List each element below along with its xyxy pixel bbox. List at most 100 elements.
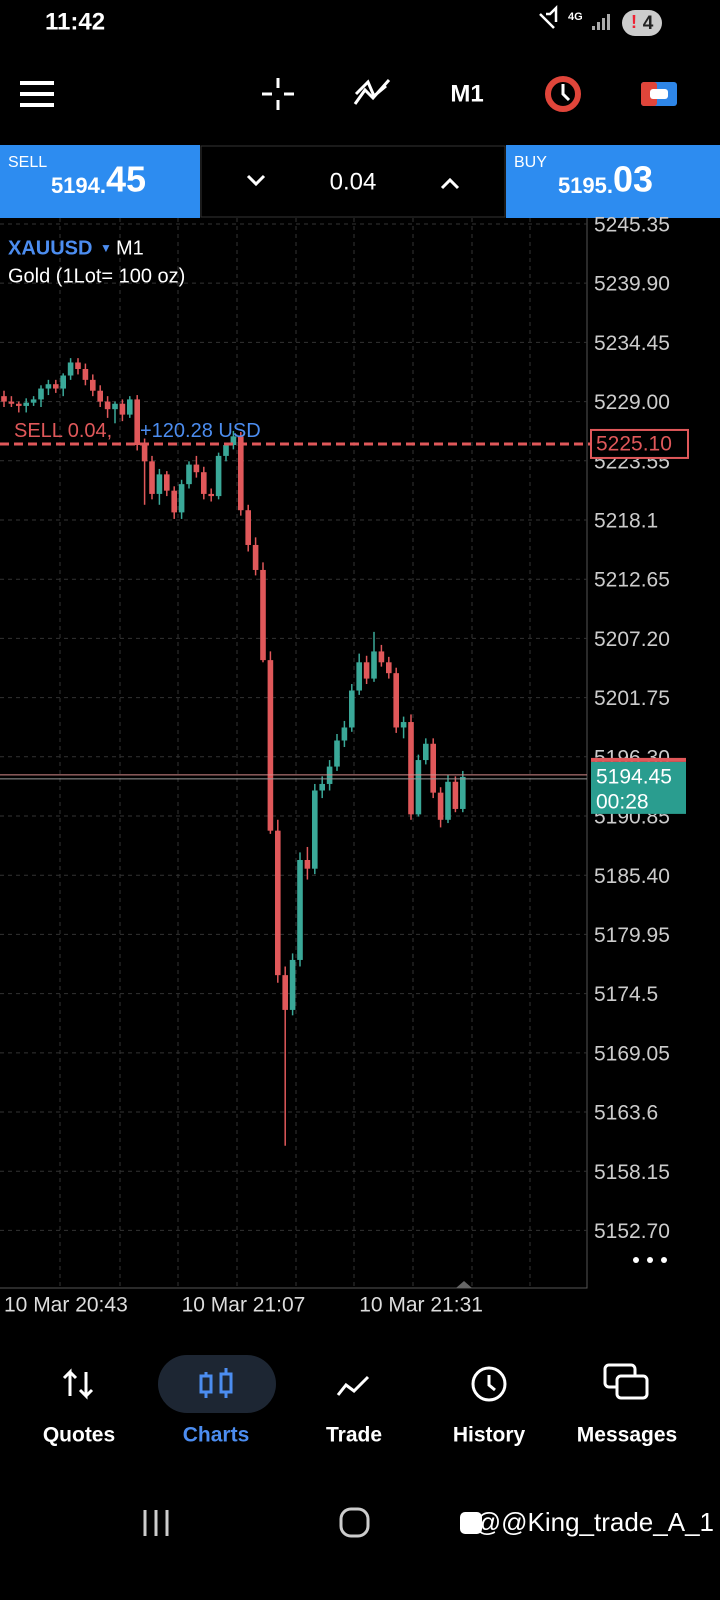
nav-label[interactable]: Quotes — [43, 1424, 115, 1447]
candle-body — [82, 368, 89, 380]
position-price-label: 5225.10 — [596, 432, 672, 455]
candle-body — [178, 484, 185, 513]
y-tick-label: 5179.95 — [594, 924, 670, 947]
candle-body — [430, 743, 436, 793]
candle-body — [393, 673, 399, 728]
candle-body — [141, 445, 148, 462]
candle-body — [1, 396, 7, 402]
symbol-description: Gold (1Lot= 100 oz) — [8, 265, 185, 287]
position-profit: +120.28 USD — [140, 420, 261, 442]
sell-label: SELL — [8, 154, 47, 171]
candle-body — [45, 384, 52, 389]
candle-body — [60, 375, 66, 389]
mute-icon — [539, 4, 558, 29]
history-toggle[interactable] — [545, 76, 581, 112]
nav-label[interactable]: Trade — [326, 1424, 382, 1447]
badge-alert: ! — [631, 12, 637, 32]
candle-body — [275, 830, 281, 976]
candle-body — [423, 743, 429, 761]
candle-body — [312, 790, 318, 869]
candle-body — [408, 722, 414, 815]
y-tick-label: 5169.05 — [594, 1042, 670, 1065]
x-tick-label: 10 Mar 21:31 — [359, 1294, 483, 1317]
nav-label[interactable]: Messages — [577, 1424, 677, 1447]
candle-body — [16, 403, 22, 406]
candle-body — [223, 445, 229, 456]
y-tick-label: 5212.65 — [594, 569, 670, 592]
status-time: 11:42 — [45, 8, 105, 35]
x-tick-label: 10 Mar 21:07 — [182, 1294, 306, 1317]
history-toggle-hand — [561, 84, 571, 102]
volume-up[interactable] — [440, 177, 460, 190]
trade-icon[interactable] — [336, 1375, 370, 1396]
y-tick-label: 5218.1 — [594, 510, 658, 533]
chart-overlay: XAUUSD ▼ M1 Gold (1Lot= 100 oz) SELL 0.0… — [8, 237, 261, 442]
candle-body — [460, 776, 466, 809]
volume-value[interactable]: 0.04 — [330, 168, 377, 195]
candle-body — [193, 464, 200, 473]
price-tag — [591, 761, 686, 814]
nav-label[interactable]: History — [453, 1424, 526, 1447]
chart — [0, 218, 590, 1289]
candle-body — [386, 662, 392, 674]
scroll-marker — [456, 1281, 472, 1288]
trade-toggle-knob — [650, 89, 668, 99]
volume-down[interactable] — [246, 174, 266, 187]
charts-icon[interactable] — [199, 1374, 213, 1394]
sell-price: 5194. — [51, 173, 106, 198]
menu-button[interactable] — [20, 81, 54, 107]
candle-body — [164, 474, 170, 491]
nav-active-pill — [158, 1355, 276, 1413]
candle-body — [149, 461, 155, 494]
more-dot — [661, 1257, 667, 1263]
y-tick-label: 5185.40 — [594, 865, 670, 888]
candle-body — [186, 464, 192, 485]
candle-body — [245, 510, 251, 545]
buy-button[interactable] — [506, 145, 720, 218]
candle-body — [23, 402, 29, 406]
candle-body — [341, 727, 348, 741]
candle-body — [334, 740, 340, 767]
crosshair-button[interactable] — [262, 78, 294, 110]
candle-body — [400, 722, 407, 728]
y-tick-label: 5158.15 — [594, 1161, 670, 1184]
candle-body — [75, 362, 81, 369]
y-tick-label: 5201.75 — [594, 687, 670, 710]
facebook-icon — [460, 1512, 482, 1534]
recent-apps[interactable] — [143, 1510, 169, 1536]
timeframe-button[interactable]: M1 — [450, 80, 483, 107]
buy-price: 5195. — [558, 173, 613, 198]
y-tick-label: 5234.45 — [594, 332, 670, 355]
x-tick-label: 10 Mar 20:43 — [4, 1294, 128, 1317]
indicators-button[interactable] — [353, 79, 391, 105]
candle-body — [304, 860, 311, 869]
candle-body — [38, 388, 44, 400]
home-button[interactable] — [339, 1507, 370, 1538]
y-tick-label: 5174.5 — [594, 983, 658, 1006]
charts-icon — [219, 1372, 233, 1394]
watermark: @@King_trade_A_1 — [475, 1507, 714, 1537]
bottom-nav: Quotes Charts Trade History Messages — [43, 1424, 677, 1447]
symbol[interactable]: XAUUSD — [8, 237, 92, 259]
candle-body — [8, 401, 15, 404]
quotes-icon[interactable] — [62, 1368, 94, 1400]
vertical-grid — [59, 218, 531, 1288]
nav-label[interactable]: Charts — [183, 1424, 250, 1447]
history-icon[interactable] — [471, 1366, 507, 1402]
candle-body — [238, 436, 244, 511]
more-dot[interactable] — [633, 1257, 639, 1263]
price-tag-edge — [591, 757, 686, 762]
y-tick-label: 5207.20 — [594, 628, 670, 651]
symbol-arrow: ▼ — [100, 241, 112, 255]
sell-button[interactable] — [0, 145, 200, 218]
candle-body — [445, 781, 451, 820]
candle-body — [67, 362, 74, 376]
candle-body — [90, 379, 96, 391]
history-icon-hand — [487, 1375, 496, 1392]
chart-frame — [0, 218, 588, 1289]
candle-body — [415, 760, 422, 815]
candle-body — [104, 401, 111, 410]
candle-body — [97, 390, 103, 402]
network-type: 4G — [568, 11, 583, 23]
